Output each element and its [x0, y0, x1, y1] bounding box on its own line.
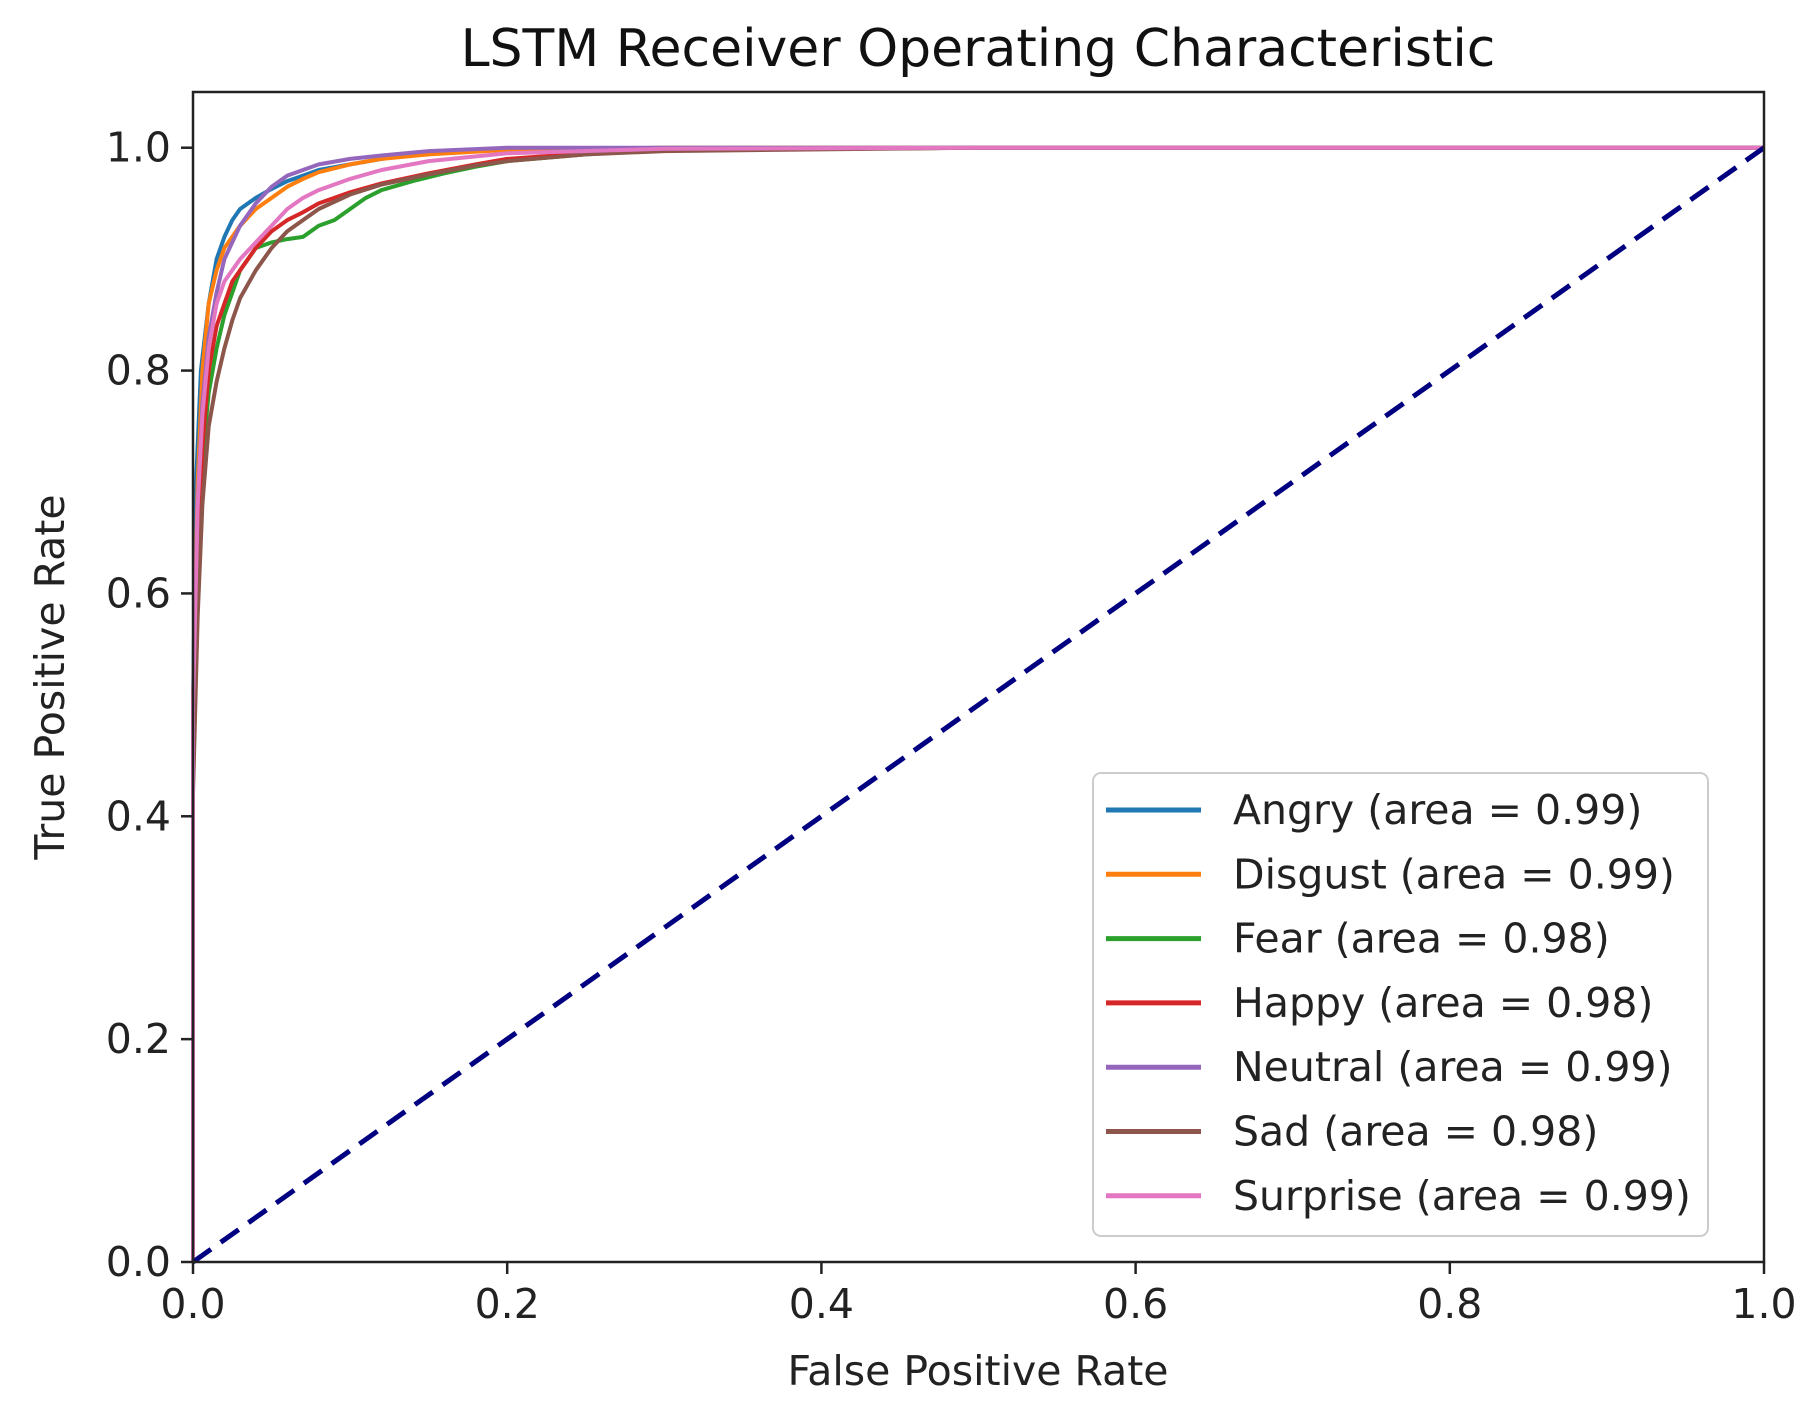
y-tick-label: 0.6	[106, 569, 171, 617]
legend-label-angry: Angry (area = 0.99)	[1233, 786, 1642, 834]
x-tick-label: 0.4	[789, 1280, 854, 1328]
legend-box	[1092, 772, 1709, 1237]
y-tick-label: 0.0	[106, 1238, 171, 1286]
series-line-chance	[191, 145, 1766, 1265]
y-axis-label: True Positive Rate	[26, 494, 74, 860]
x-tick-label: 0.0	[160, 1280, 225, 1328]
legend-label-sad: Sad (area = 0.98)	[1233, 1108, 1598, 1156]
legend-label-surprise: Surprise (area = 0.99)	[1233, 1172, 1691, 1220]
legend-label-disgust: Disgust (area = 0.99)	[1233, 850, 1675, 898]
y-tick-label: 0.8	[106, 347, 171, 395]
series-line-surprise	[191, 145, 1764, 1262]
plot-area	[191, 145, 1766, 1265]
legend-label-fear: Fear (area = 0.98)	[1233, 915, 1610, 963]
chart-title: LSTM Receiver Operating Characteristic	[461, 19, 1496, 79]
y-tick-label: 1.0	[106, 124, 171, 172]
y-tick-label: 0.4	[106, 792, 171, 840]
x-axis-label: False Positive Rate	[787, 1347, 1168, 1395]
legend-items: Angry (area = 0.99) Disgust (area = 0.99)…	[1106, 786, 1691, 1220]
x-tick-label: 0.8	[1417, 1280, 1482, 1328]
x-tick-label: 0.6	[1103, 1280, 1168, 1328]
legend-label-happy: Happy (area = 0.98)	[1233, 979, 1653, 1027]
legend-label-neutral: Neutral (area = 0.99)	[1233, 1043, 1673, 1091]
x-tick-label: 0.2	[475, 1280, 540, 1328]
series-line-sad	[191, 145, 1764, 1262]
axes-frame	[191, 90, 1766, 1264]
y-axis-ticks: 0.0 0.2 0.4 0.6 0.8 1.0	[106, 124, 193, 1286]
x-tick-label: 1.0	[1731, 1280, 1796, 1328]
legend: Angry (area = 0.99) Disgust (area = 0.99)…	[1092, 772, 1709, 1237]
series-line-disgust	[191, 145, 1764, 1262]
y-tick-label: 0.2	[106, 1015, 171, 1063]
x-axis-ticks: 0.0 0.2 0.4 0.6 0.8 1.0	[160, 1262, 1797, 1328]
